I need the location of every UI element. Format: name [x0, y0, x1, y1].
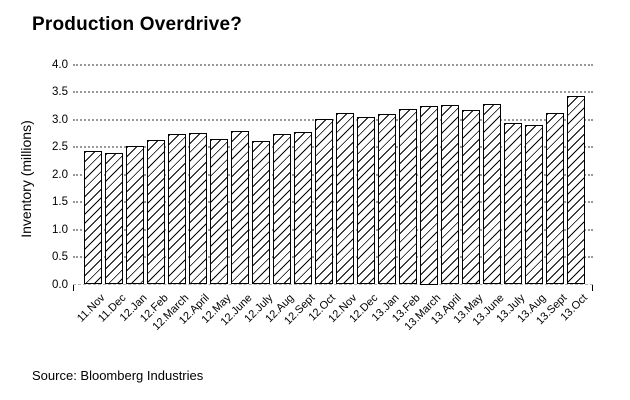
chart-title: Production Overdrive?	[32, 14, 243, 35]
y-tick-label: 2.0	[52, 168, 68, 181]
bar	[105, 152, 123, 285]
bar	[84, 150, 102, 285]
gridline	[73, 64, 593, 66]
bar	[336, 112, 354, 285]
y-tick-label: 2.5	[52, 141, 68, 154]
y-tick-label: 0.5	[52, 251, 68, 264]
gridline	[73, 91, 593, 94]
bar	[252, 141, 270, 285]
bar	[147, 140, 165, 285]
bar	[231, 131, 249, 285]
bar	[525, 124, 543, 285]
gridline	[73, 228, 593, 231]
gridline	[73, 201, 593, 204]
bar	[273, 134, 291, 285]
bar	[315, 119, 333, 285]
bar	[567, 96, 585, 285]
bar	[378, 113, 396, 285]
gridline	[73, 173, 593, 176]
bar	[168, 134, 186, 285]
gridline	[73, 256, 593, 259]
bar	[504, 123, 522, 285]
y-tick-label: 3.5	[52, 86, 68, 99]
y-tick-label: 3.0	[52, 113, 68, 126]
axis-tick	[73, 284, 74, 291]
gridline	[73, 283, 593, 285]
gridline	[73, 146, 593, 149]
bar	[189, 133, 207, 285]
bar	[210, 138, 228, 285]
bar	[441, 105, 459, 285]
bar	[357, 116, 375, 285]
y-tick-label: 0.0	[52, 278, 68, 291]
bar	[294, 132, 312, 285]
source-caption: Source: Bloomberg Industries	[32, 368, 204, 383]
y-tick-label: 1.5	[52, 196, 68, 209]
bar	[462, 109, 480, 285]
y-tick-label: 1.0	[52, 223, 68, 236]
bar	[420, 106, 438, 285]
y-tick-label: 4.0	[52, 59, 68, 71]
bar	[483, 103, 501, 285]
bar	[126, 146, 144, 285]
bar	[399, 108, 417, 285]
axis-tick	[592, 284, 593, 291]
bar	[546, 112, 564, 285]
gridline	[73, 118, 593, 121]
